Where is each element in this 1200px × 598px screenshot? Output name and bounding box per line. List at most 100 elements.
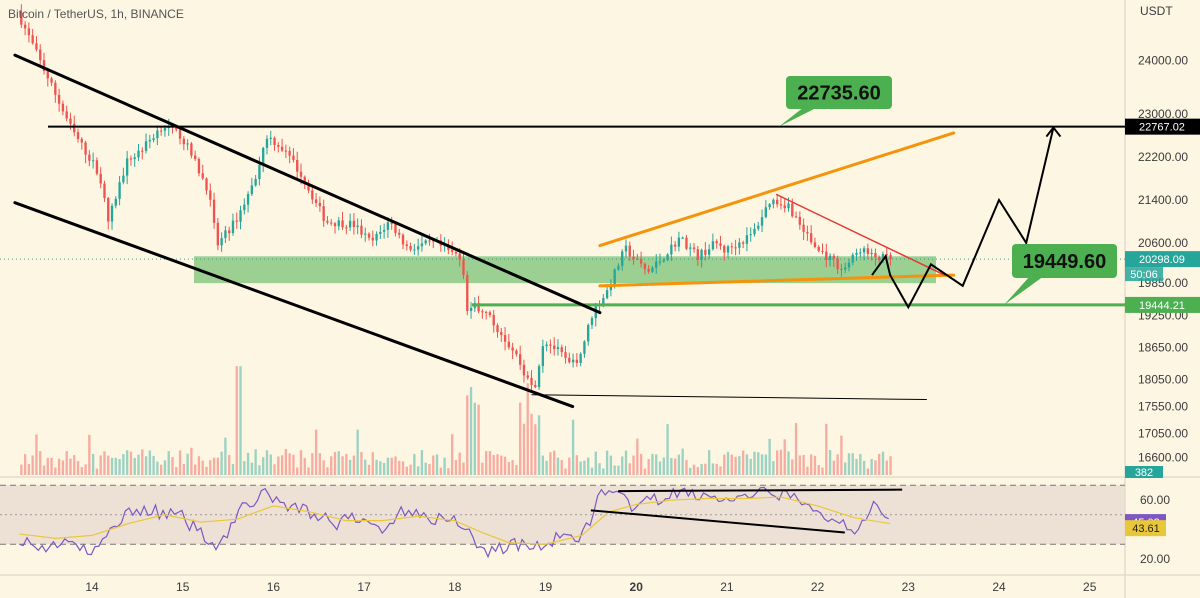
candle-body (730, 246, 733, 248)
channel-upper-line (13, 53, 602, 315)
candle-body (133, 157, 136, 160)
volume-bar (813, 455, 817, 475)
rsi-lower-trendline (590, 509, 845, 534)
candle-body (840, 269, 843, 271)
volume-bar (432, 455, 435, 475)
volume-bar (484, 451, 488, 475)
volume-bar (99, 455, 102, 475)
candle-body (466, 274, 469, 311)
candle-body (605, 290, 609, 299)
channel-lower-line (13, 201, 575, 409)
candle-body (866, 248, 870, 255)
volume-bar (95, 468, 99, 475)
candle-body (220, 238, 223, 246)
volume-bar (602, 468, 605, 475)
date-tick-label: 25 (1083, 580, 1097, 594)
candle-body (715, 241, 718, 244)
volume-bar (382, 462, 386, 475)
rsi-tick-label: 20.00 (1140, 552, 1170, 566)
volume-bar (458, 452, 461, 475)
candle-body (42, 60, 46, 72)
volume-bar (114, 457, 117, 475)
volume-bar (874, 460, 877, 475)
candle-body (231, 220, 235, 234)
rsi-ma-line (19, 496, 891, 545)
candle-body (299, 171, 303, 177)
price-tick-label: 18050.00 (1138, 373, 1188, 387)
volume-bar (496, 454, 499, 475)
volume-bar (348, 459, 352, 475)
volume-bar (488, 451, 492, 475)
candle-body (159, 130, 163, 132)
volume-bar (420, 450, 424, 475)
candle-body (526, 375, 529, 378)
candle-body (579, 353, 582, 363)
candle-body (723, 245, 726, 253)
candle-body (394, 223, 397, 233)
volume-bar (866, 468, 870, 475)
candle-body (832, 255, 836, 259)
candle-body (851, 254, 854, 263)
volume-bar (409, 464, 412, 475)
volume-bar (413, 454, 416, 475)
candle-body (522, 364, 526, 376)
volume-bar (220, 451, 223, 475)
volume-bar (673, 458, 677, 475)
price-tag-bg (1125, 118, 1200, 135)
volume-bar (439, 467, 442, 475)
volume-bar (212, 457, 216, 475)
candle-body (828, 255, 832, 260)
candle-body (658, 261, 662, 263)
volume-bar (719, 466, 722, 475)
date-tick-label: 20 (630, 580, 644, 594)
candle-body (458, 253, 461, 260)
volume-bar (322, 460, 325, 475)
volume-bar (507, 461, 511, 475)
candle-body (862, 248, 866, 253)
volume-bar (692, 464, 696, 475)
candle-body (250, 185, 254, 195)
volume-bar (88, 434, 91, 475)
volume-bar (783, 439, 786, 475)
candle-body (269, 137, 272, 139)
candle-body (590, 318, 594, 325)
volume-bar (651, 453, 654, 475)
volume-bar (870, 459, 873, 475)
volume-bar (700, 463, 703, 475)
volume-bar (216, 457, 220, 475)
candle-body (670, 244, 673, 255)
volume-bar (405, 466, 408, 475)
candle-body (182, 138, 186, 145)
candle-body (330, 222, 333, 224)
candle-body (367, 233, 371, 238)
volume-bar (235, 366, 238, 475)
volume-bar (662, 457, 665, 475)
volume-bar (39, 451, 42, 475)
volume-bar (46, 457, 49, 475)
volume-bar (110, 457, 114, 475)
volume-bar (42, 465, 46, 475)
volume-bar (738, 456, 741, 475)
volume-bar (76, 461, 80, 475)
candle-body (855, 252, 858, 255)
candle-body (39, 49, 42, 61)
volume-bar (262, 457, 265, 475)
volume-bar (288, 453, 291, 475)
candle-body (186, 143, 189, 145)
candle-body (228, 230, 231, 234)
volume-bar (61, 460, 65, 475)
date-tick-label: 14 (85, 580, 99, 594)
candle-body (636, 258, 639, 260)
date-tick-label: 21 (720, 580, 734, 594)
volume-bar (878, 453, 881, 475)
candle-body (775, 199, 779, 205)
volume-bar (530, 413, 533, 475)
volume-bar (621, 456, 624, 475)
price-tick-label: 17550.00 (1138, 400, 1188, 414)
candle-body (798, 216, 802, 225)
volume-bar (473, 402, 477, 475)
candle-body (507, 341, 511, 348)
volume-bar (794, 422, 798, 475)
volume-bar (269, 454, 272, 475)
